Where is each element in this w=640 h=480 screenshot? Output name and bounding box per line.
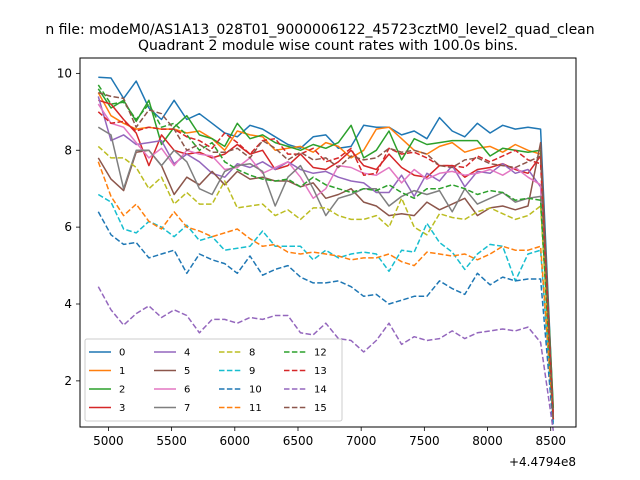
figure-suptitle: n file: modeM0/AS1A13_028T01_9000006122_… [45,22,594,38]
chart-title: Quadrant 2 module wise count rates with … [138,38,518,54]
plot-border [79,57,577,428]
series-line-10 [97,211,555,428]
x-tick-label: 7000 [346,434,377,448]
legend-label-4: 4 [184,348,190,359]
legend-label-1: 1 [119,366,125,377]
x-tick-label: 8500 [535,434,566,448]
series-line-7 [97,126,555,420]
y-tick-label: 2 [64,374,72,388]
x-tick-label: 7500 [409,434,440,448]
y-tick-label: 4 [64,297,72,311]
legend-label-14: 14 [314,385,327,396]
series-layer [97,76,555,431]
y-tick-label: 10 [57,66,72,80]
legend-label-7: 7 [184,403,190,414]
legend-label-9: 9 [249,366,255,377]
legend-label-2: 2 [119,385,125,396]
series-line-5 [97,141,555,420]
legend-label-11: 11 [249,403,262,414]
series-line-2 [97,88,555,408]
legend-label-8: 8 [249,348,255,359]
series-line-12 [97,84,555,420]
series-line-4 [97,96,555,420]
x-tick-label: 6000 [220,434,251,448]
x-tick-label: 5500 [156,434,187,448]
legend-label-0: 0 [119,348,125,359]
legend-label-15: 15 [314,403,327,414]
series-line-9 [97,193,555,424]
series-line-14 [97,286,555,431]
series-line-11 [97,161,555,420]
y-tick-label: 6 [64,220,72,234]
legend-box [84,338,343,422]
x-tick-label: 5000 [93,434,124,448]
legend-label-10: 10 [249,385,262,396]
x-offset-label: +4.4794e8 [509,455,576,469]
series-line-6 [97,103,555,420]
series-line-0 [98,76,555,412]
legend-label-3: 3 [119,403,125,414]
legend-label-5: 5 [184,366,190,377]
legend-label-6: 6 [184,385,190,396]
series-line-15 [98,91,555,420]
x-tick-label: 6500 [283,434,314,448]
x-tick-label: 8000 [472,434,503,448]
legend-label-13: 13 [314,366,327,377]
y-tick-label: 8 [64,143,72,157]
legend-label-12: 12 [314,348,327,359]
